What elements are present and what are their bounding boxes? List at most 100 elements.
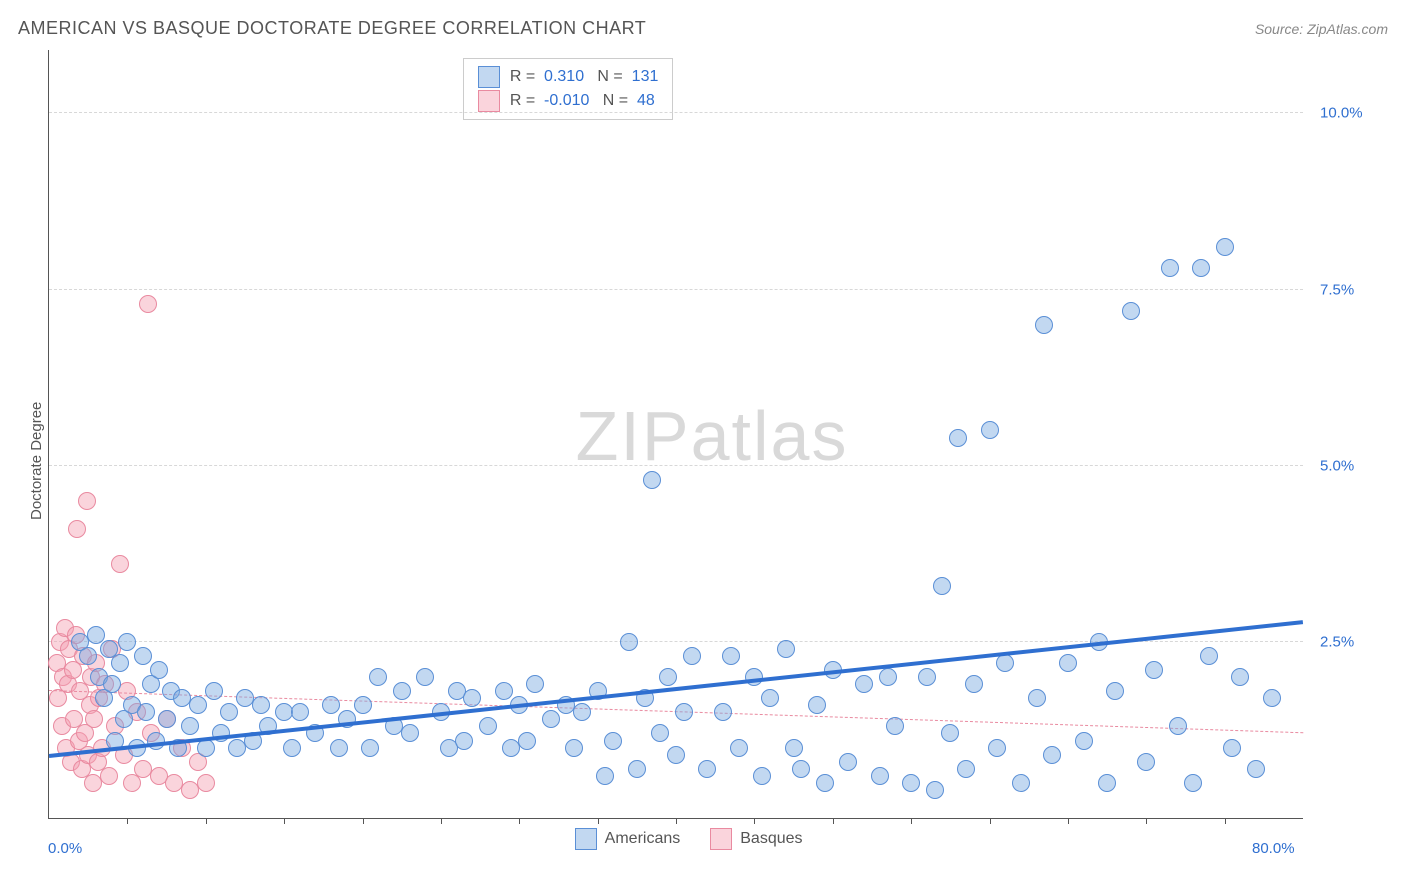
stats-legend: R = 0.310 N = 131R = -0.010 N = 48 <box>463 58 674 120</box>
americans-point <box>1192 259 1210 277</box>
americans-point <box>879 668 897 686</box>
x-axis-max-label: 80.0% <box>1252 840 1295 857</box>
americans-point <box>1028 689 1046 707</box>
americans-point <box>369 668 387 686</box>
americans-point <box>111 654 129 672</box>
americans-point <box>886 717 904 735</box>
americans-point <box>330 739 348 757</box>
americans-point <box>965 675 983 693</box>
americans-point <box>322 696 340 714</box>
x-tick <box>911 818 912 824</box>
americans-point <box>918 668 936 686</box>
x-axis-min-label: 0.0% <box>48 840 82 857</box>
watermark-zip: ZIP <box>576 397 691 475</box>
americans-point <box>981 421 999 439</box>
americans-point <box>667 746 685 764</box>
stats-text: R = 0.310 N = 131 <box>510 65 659 89</box>
legend-item-basques: Basques <box>710 828 802 850</box>
americans-point <box>1263 689 1281 707</box>
x-tick <box>1068 818 1069 824</box>
americans-point <box>354 696 372 714</box>
americans-point <box>1145 661 1163 679</box>
americans-point <box>957 760 975 778</box>
americans-point <box>118 633 136 651</box>
legend-label: Basques <box>740 830 802 848</box>
americans-point <box>205 682 223 700</box>
watermark-atlas: atlas <box>691 397 849 475</box>
legend-label: Americans <box>605 830 681 848</box>
y-axis-title: Doctorate Degree <box>28 402 45 520</box>
americans-point <box>871 767 889 785</box>
americans-point <box>361 739 379 757</box>
americans-point <box>1216 238 1234 256</box>
americans-point <box>1247 760 1265 778</box>
americans-point <box>1122 302 1140 320</box>
source-label: Source: ZipAtlas.com <box>1255 21 1388 37</box>
y-tick-label: 7.5% <box>1320 281 1354 298</box>
americans-point <box>401 724 419 742</box>
x-tick <box>441 818 442 824</box>
americans-point <box>1106 682 1124 700</box>
americans-point <box>1059 654 1077 672</box>
x-tick <box>833 818 834 824</box>
americans-point <box>855 675 873 693</box>
americans-point <box>753 767 771 785</box>
basques-point <box>68 520 86 538</box>
basques-point <box>197 774 215 792</box>
americans-point <box>283 739 301 757</box>
x-tick <box>206 818 207 824</box>
americans-point <box>542 710 560 728</box>
americans-point <box>714 703 732 721</box>
x-tick <box>598 818 599 824</box>
americans-point <box>1075 732 1093 750</box>
americans-point <box>518 732 536 750</box>
chart-title: AMERICAN VS BASQUE DOCTORATE DEGREE CORR… <box>18 18 646 39</box>
americans-point <box>659 668 677 686</box>
americans-point <box>220 703 238 721</box>
americans-point <box>1012 774 1030 792</box>
x-tick <box>519 818 520 824</box>
x-tick <box>754 818 755 824</box>
americans-point <box>189 696 207 714</box>
basques-point <box>111 555 129 573</box>
americans-point <box>730 739 748 757</box>
americans-point <box>1137 753 1155 771</box>
gridline <box>49 465 1303 466</box>
americans-point <box>933 577 951 595</box>
americans-point <box>479 717 497 735</box>
americans-point <box>643 471 661 489</box>
basques-point <box>139 295 157 313</box>
americans-point <box>134 647 152 665</box>
americans-point <box>808 696 826 714</box>
americans-point <box>1231 668 1249 686</box>
americans-point <box>526 675 544 693</box>
americans-point <box>158 710 176 728</box>
americans-point <box>988 739 1006 757</box>
watermark: ZIPatlas <box>576 396 849 476</box>
americans-point <box>495 682 513 700</box>
stats-row-americans: R = 0.310 N = 131 <box>478 65 659 89</box>
x-tick <box>127 818 128 824</box>
americans-swatch <box>478 66 500 88</box>
plot-area: ZIPatlas R = 0.310 N = 131R = -0.010 N =… <box>48 50 1303 819</box>
americans-point <box>816 774 834 792</box>
americans-point <box>675 703 693 721</box>
basques-swatch <box>710 828 732 850</box>
stats-row-basques: R = -0.010 N = 48 <box>478 89 659 113</box>
americans-point <box>103 675 121 693</box>
y-tick-label: 10.0% <box>1320 105 1363 122</box>
americans-point <box>651 724 669 742</box>
americans-point <box>1161 259 1179 277</box>
americans-point <box>683 647 701 665</box>
americans-point <box>628 760 646 778</box>
americans-point <box>839 753 857 771</box>
americans-point <box>455 732 473 750</box>
x-tick <box>363 818 364 824</box>
americans-point <box>137 703 155 721</box>
x-tick <box>990 818 991 824</box>
americans-point <box>393 682 411 700</box>
basques-point <box>100 767 118 785</box>
americans-point <box>181 717 199 735</box>
americans-point <box>941 724 959 742</box>
basques-point <box>85 710 103 728</box>
